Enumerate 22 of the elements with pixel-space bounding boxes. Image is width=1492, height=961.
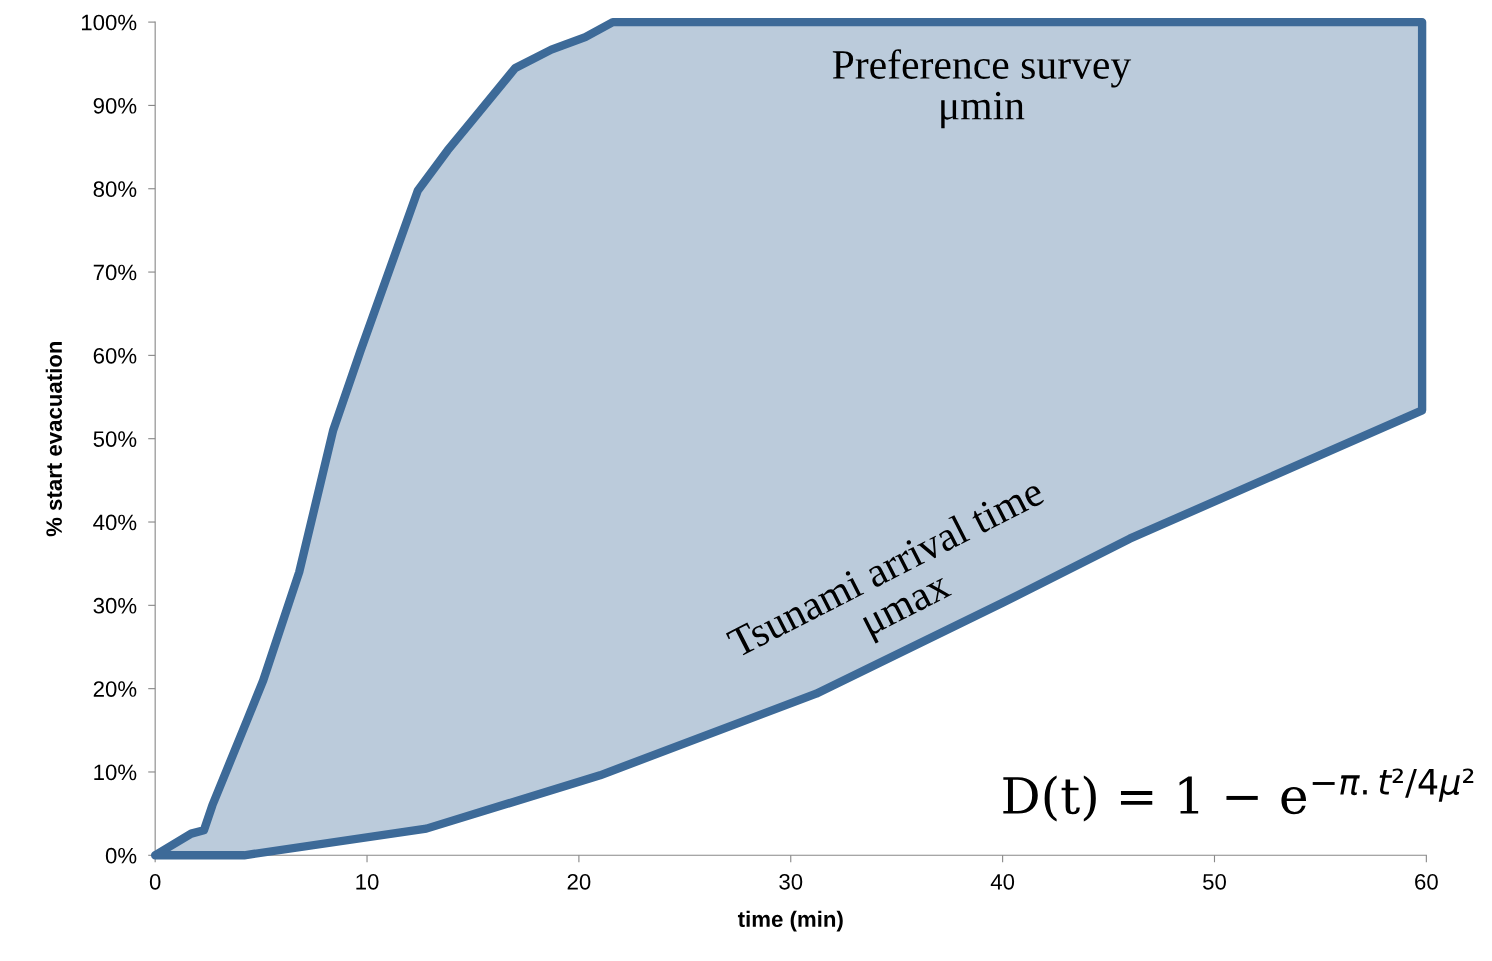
y-tick-label: 10% [94,764,137,781]
y-axis-title: % start evacuation [45,341,62,537]
x-tick-label: 50 [1203,873,1226,890]
y-tick-label: 80% [93,181,137,198]
y-tick-label: 0% [105,847,137,864]
x-tick-label: 0 [149,873,161,890]
x-tick-label: 10 [356,873,379,890]
y-tick-label: 40% [93,514,137,531]
x-tick-label: 60 [1415,873,1438,890]
y-tick-label: 70% [93,264,137,281]
x-tick-label: 20 [567,873,591,890]
y-tick-label: 30% [93,597,137,614]
y-tick-label: 90% [93,97,137,114]
y-tick-label: 20% [93,681,137,697]
x-tick-label: 40 [990,873,1015,890]
y-tick-label: 100% [81,14,137,31]
annotation: Preference survey μmin [832,49,1132,129]
y-tick-label: 50% [93,431,137,447]
y-tick-label: 60% [93,347,137,364]
annotation: D(t) = 1 − e$^{−π.t²/4μ²}$ [1003,768,1474,822]
x-axis-title: time (min) [737,910,843,932]
x-tick-label: 30 [779,873,803,890]
